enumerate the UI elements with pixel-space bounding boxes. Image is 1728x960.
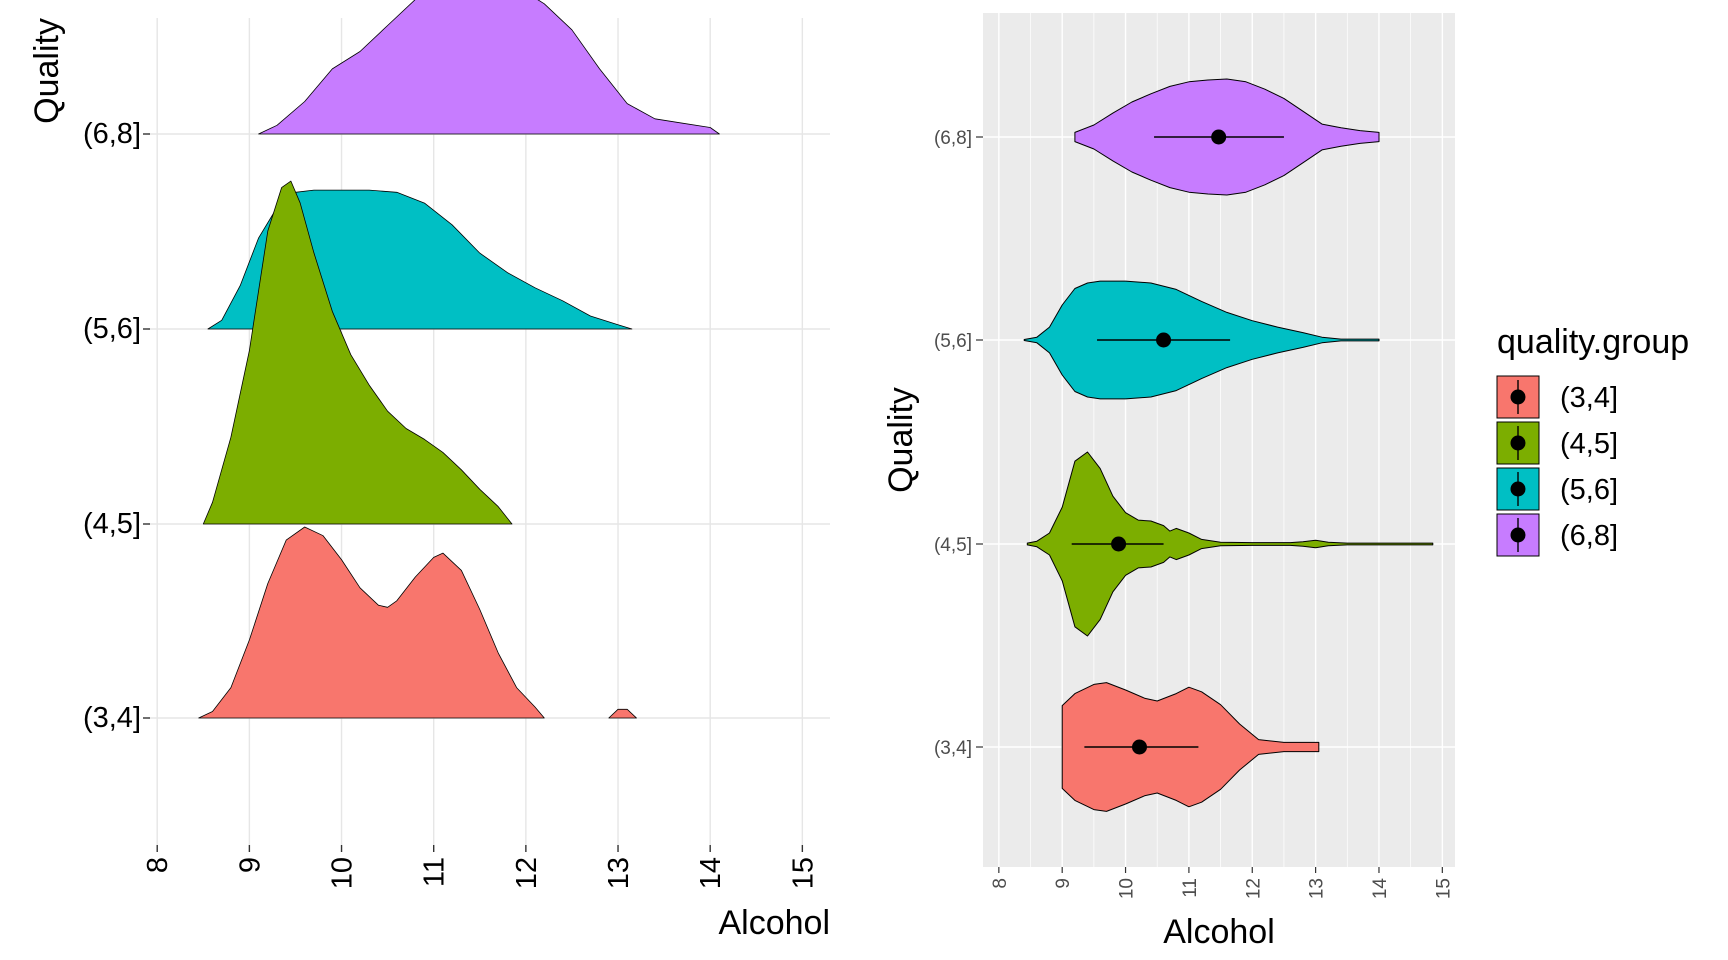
legend-key-point: [1510, 435, 1526, 451]
legend: quality.group (3,4] (4,5] (5,6] (6,8]: [1496, 323, 1689, 557]
x-tick-label: 12: [511, 857, 543, 889]
y-tick-label: (4,5]: [83, 508, 141, 540]
violin: [1026, 451, 1434, 637]
legend-label: (4,5]: [1560, 428, 1618, 460]
x-tick-label: 8: [990, 878, 1011, 889]
density-ridge: [202, 180, 513, 525]
y-axis-title: Quality: [28, 18, 66, 124]
x-tick-label: 14: [1370, 878, 1391, 900]
x-tick-label: 11: [419, 857, 451, 887]
violin-panel: (3,4] (4,5] (5,6] (6,8] 8 9 10 11 12 13 14 15 Alcoho…: [882, 13, 1455, 951]
x-tick-label: 13: [1307, 878, 1328, 899]
mean-point: [1131, 739, 1147, 755]
mean-point: [1156, 332, 1172, 348]
x-tick-label: 9: [234, 857, 266, 873]
y-tick-label: (3,4]: [934, 738, 972, 759]
x-tick-label: 13: [603, 857, 635, 889]
legend-key-point: [1510, 389, 1526, 405]
x-tick-label: 10: [1117, 878, 1138, 899]
mean-point: [1111, 536, 1127, 552]
mean-point: [1211, 129, 1227, 145]
density-ridge: [198, 526, 545, 719]
y-tick-label: (4,5]: [934, 535, 972, 556]
y-tick-label: (6,8]: [934, 128, 972, 149]
legend-key-point: [1510, 481, 1526, 497]
x-tick-label: 10: [327, 857, 359, 889]
legend-label: (3,4]: [1560, 382, 1618, 414]
x-tick-label: 14: [695, 857, 727, 889]
density-ridge-bump: [608, 708, 637, 719]
y-axis-title: Quality: [882, 387, 920, 493]
x-tick-label: 12: [1243, 878, 1264, 899]
x-tick-label: 8: [142, 857, 174, 873]
x-tick-label: 15: [1433, 878, 1454, 899]
x-tick-label: 9: [1053, 878, 1074, 889]
density-ridge: [258, 0, 720, 135]
x-tick-label: 15: [787, 857, 819, 889]
y-tick-label: (3,4]: [83, 702, 141, 734]
x-axis-title: Alcohol: [1163, 913, 1275, 951]
legend-label: (5,6]: [1560, 474, 1618, 506]
y-tick-label: (5,6]: [83, 313, 141, 345]
legend-label: (6,8]: [1560, 520, 1618, 552]
legend-key-point: [1510, 527, 1526, 543]
x-axis-title: Alcohol: [718, 904, 830, 942]
legend-title: quality.group: [1497, 323, 1689, 361]
x-tick-label: 11: [1180, 878, 1201, 898]
ridgeline-panel: (3,4] (4,5] (5,6] (6,8] 8 9 10 11 12 13 14 15 Alcoho…: [28, 0, 830, 942]
y-tick-label: (5,6]: [934, 331, 972, 352]
y-tick-label: (6,8]: [83, 118, 141, 150]
